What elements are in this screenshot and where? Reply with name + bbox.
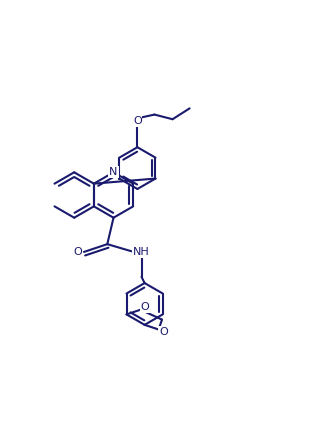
Text: O: O <box>73 247 82 257</box>
Text: O: O <box>159 327 168 337</box>
Text: O: O <box>133 116 142 126</box>
Text: N: N <box>109 167 118 178</box>
Text: NH: NH <box>133 247 150 257</box>
Text: O: O <box>141 302 150 312</box>
